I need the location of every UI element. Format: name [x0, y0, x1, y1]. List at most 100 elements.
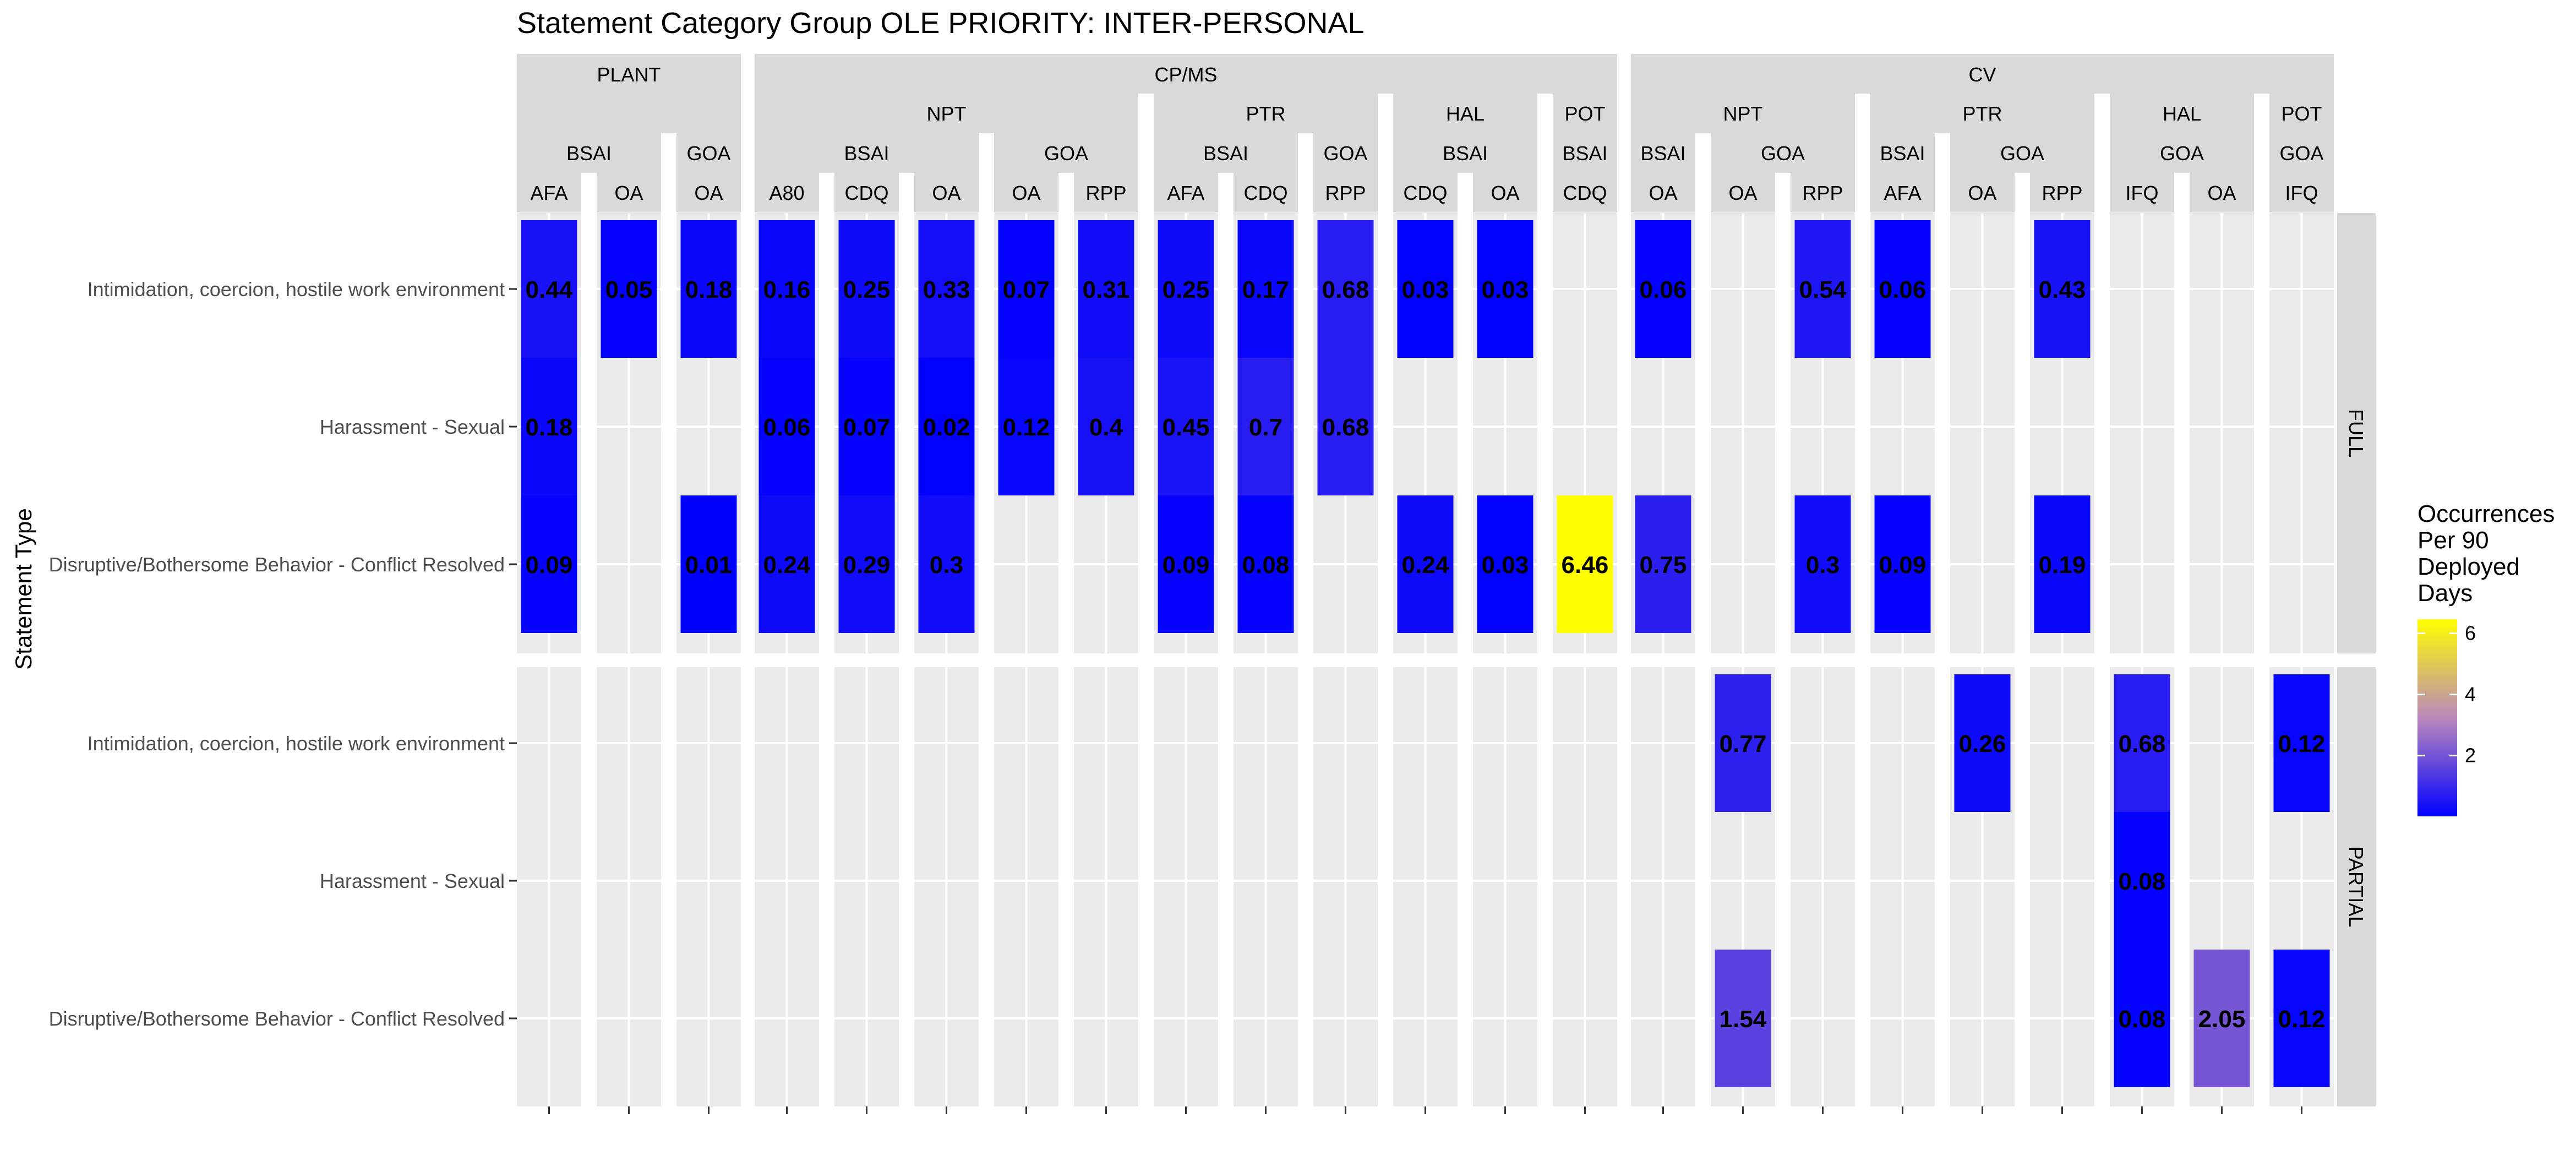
heat-tile: [918, 220, 975, 358]
area-strip: [994, 133, 1138, 173]
column-strip: [914, 173, 979, 212]
heat-tile: [1237, 358, 1294, 495]
chart-title: Statement Category Group OLE PRIORITY: I…: [517, 7, 1365, 40]
area-strip: [1313, 133, 1378, 173]
heat-tile: [1715, 950, 1771, 1087]
column-label: CDQ: [1244, 182, 1288, 204]
area-strip: [2269, 133, 2334, 173]
heat-tile: [1397, 220, 1454, 358]
column-label: OA: [1012, 182, 1040, 204]
column-strip: [2110, 173, 2174, 212]
row-facet-strip: [2337, 667, 2376, 1106]
heat-value-label: 0.02: [923, 414, 970, 441]
area-label: BSAI: [566, 142, 612, 165]
area-label: BSAI: [1443, 142, 1488, 165]
heat-tile: [1557, 495, 1613, 633]
column-label: AFA: [1884, 182, 1921, 204]
sub-group-strip: [755, 94, 1138, 133]
area-strip: [1154, 133, 1298, 173]
column-strip: [597, 173, 661, 212]
sub-group-strip: [2269, 94, 2334, 133]
legend-colorbar: [2417, 619, 2457, 816]
column-strip: [755, 173, 819, 212]
heat-value-label: 0.06: [763, 414, 811, 441]
heat-tile: [680, 495, 737, 633]
area-label: GOA: [1044, 142, 1088, 165]
heat-tile: [1794, 220, 1851, 358]
heat-value-label: 0.07: [843, 414, 891, 441]
strips-layer: PLANT CP/MS CV NPT PTR HAL POT NPT PTR HAL POT BSAI…: [517, 54, 2376, 1106]
column-strip: [1870, 173, 1935, 212]
legend-title-line: Days: [2417, 580, 2473, 607]
sub-group-strip: [1393, 94, 1537, 133]
heat-value-label: 0.54: [1799, 276, 1847, 303]
y-axis-title: Statement Type: [10, 508, 36, 669]
heat-tile: [1078, 358, 1134, 495]
heat-value-label: 0.19: [2039, 552, 2086, 579]
sub-group-strip: [1553, 94, 1617, 133]
heat-tile: [1237, 220, 1294, 358]
column-label: OA: [932, 182, 960, 204]
sub-group-label: PTR: [1246, 102, 1286, 125]
sub-group-label: NPT: [1723, 102, 1763, 125]
column-label: OA: [2207, 182, 2236, 204]
heat-value-label: 0.25: [1163, 276, 1210, 303]
heat-value-label: 0.12: [1003, 414, 1050, 441]
heat-value-label: 0.25: [843, 276, 891, 303]
column-label: OA: [694, 182, 723, 204]
heat-tile: [2114, 812, 2170, 950]
legend-tick-label: 2: [2465, 744, 2476, 767]
heat-tile: [1397, 495, 1454, 633]
heat-tile: [1158, 495, 1214, 633]
heat-value-label: 0.24: [1402, 552, 1449, 579]
heat-value-label: 0.31: [1083, 276, 1130, 303]
heat-tile: [2273, 950, 2330, 1087]
column-strip: [1074, 173, 1138, 212]
column-strip: [2190, 173, 2254, 212]
column-label: CDQ: [845, 182, 889, 204]
legend-tick-label: 6: [2465, 622, 2476, 645]
heat-tile: [1158, 220, 1214, 358]
column-strip: [1711, 173, 1775, 212]
column-strip: [676, 173, 741, 212]
heat-tile: [2034, 220, 2091, 358]
heat-tile: [521, 358, 577, 495]
heat-value-label: 0.68: [1322, 414, 1369, 441]
sub-group-strip: [1154, 94, 1378, 133]
heat-tile: [838, 495, 895, 633]
column-label: OA: [614, 182, 643, 204]
area-label: GOA: [1761, 142, 1805, 165]
heat-value-label: 0.18: [685, 276, 733, 303]
heat-value-label: 0.3: [930, 552, 963, 579]
column-strip: [1791, 173, 1855, 212]
column-strip: [517, 173, 581, 212]
heat-value-label: 0.06: [1640, 276, 1687, 303]
heat-tile: [521, 220, 577, 358]
column-label: OA: [1491, 182, 1519, 204]
heat-tile: [1874, 220, 1931, 358]
heat-tile: [998, 220, 1055, 358]
legend-title-line: Occurrences: [2417, 500, 2555, 527]
heat-value-label: 0.24: [763, 552, 811, 579]
heat-value-label: 0.07: [1003, 276, 1050, 303]
sub-group-strip: [517, 94, 741, 133]
column-label: A80: [769, 182, 804, 204]
heat-tile: [2193, 950, 2250, 1087]
column-strip: [1553, 173, 1617, 212]
sub-group-strip: [1870, 94, 2094, 133]
heat-value-label: 0.43: [2039, 276, 2086, 303]
heat-value-label: 0.29: [843, 552, 891, 579]
column-label: IFQ: [2285, 182, 2318, 204]
heat-value-label: 0.33: [923, 276, 970, 303]
sub-group-label: PTR: [1963, 102, 2002, 125]
area-label: BSAI: [1880, 142, 1925, 165]
row-facet-strip: [2337, 213, 2376, 653]
column-label: OA: [1649, 182, 1677, 204]
heat-tile: [2114, 674, 2170, 812]
area-strip: [2110, 133, 2254, 173]
row-facet-label: FULL: [2345, 409, 2367, 457]
legend-tick-label: 4: [2465, 683, 2476, 706]
heat-value-label: 0.06: [1879, 276, 1926, 303]
top-group-label: CP/MS: [1154, 63, 1217, 86]
heat-tile: [1635, 220, 1691, 358]
